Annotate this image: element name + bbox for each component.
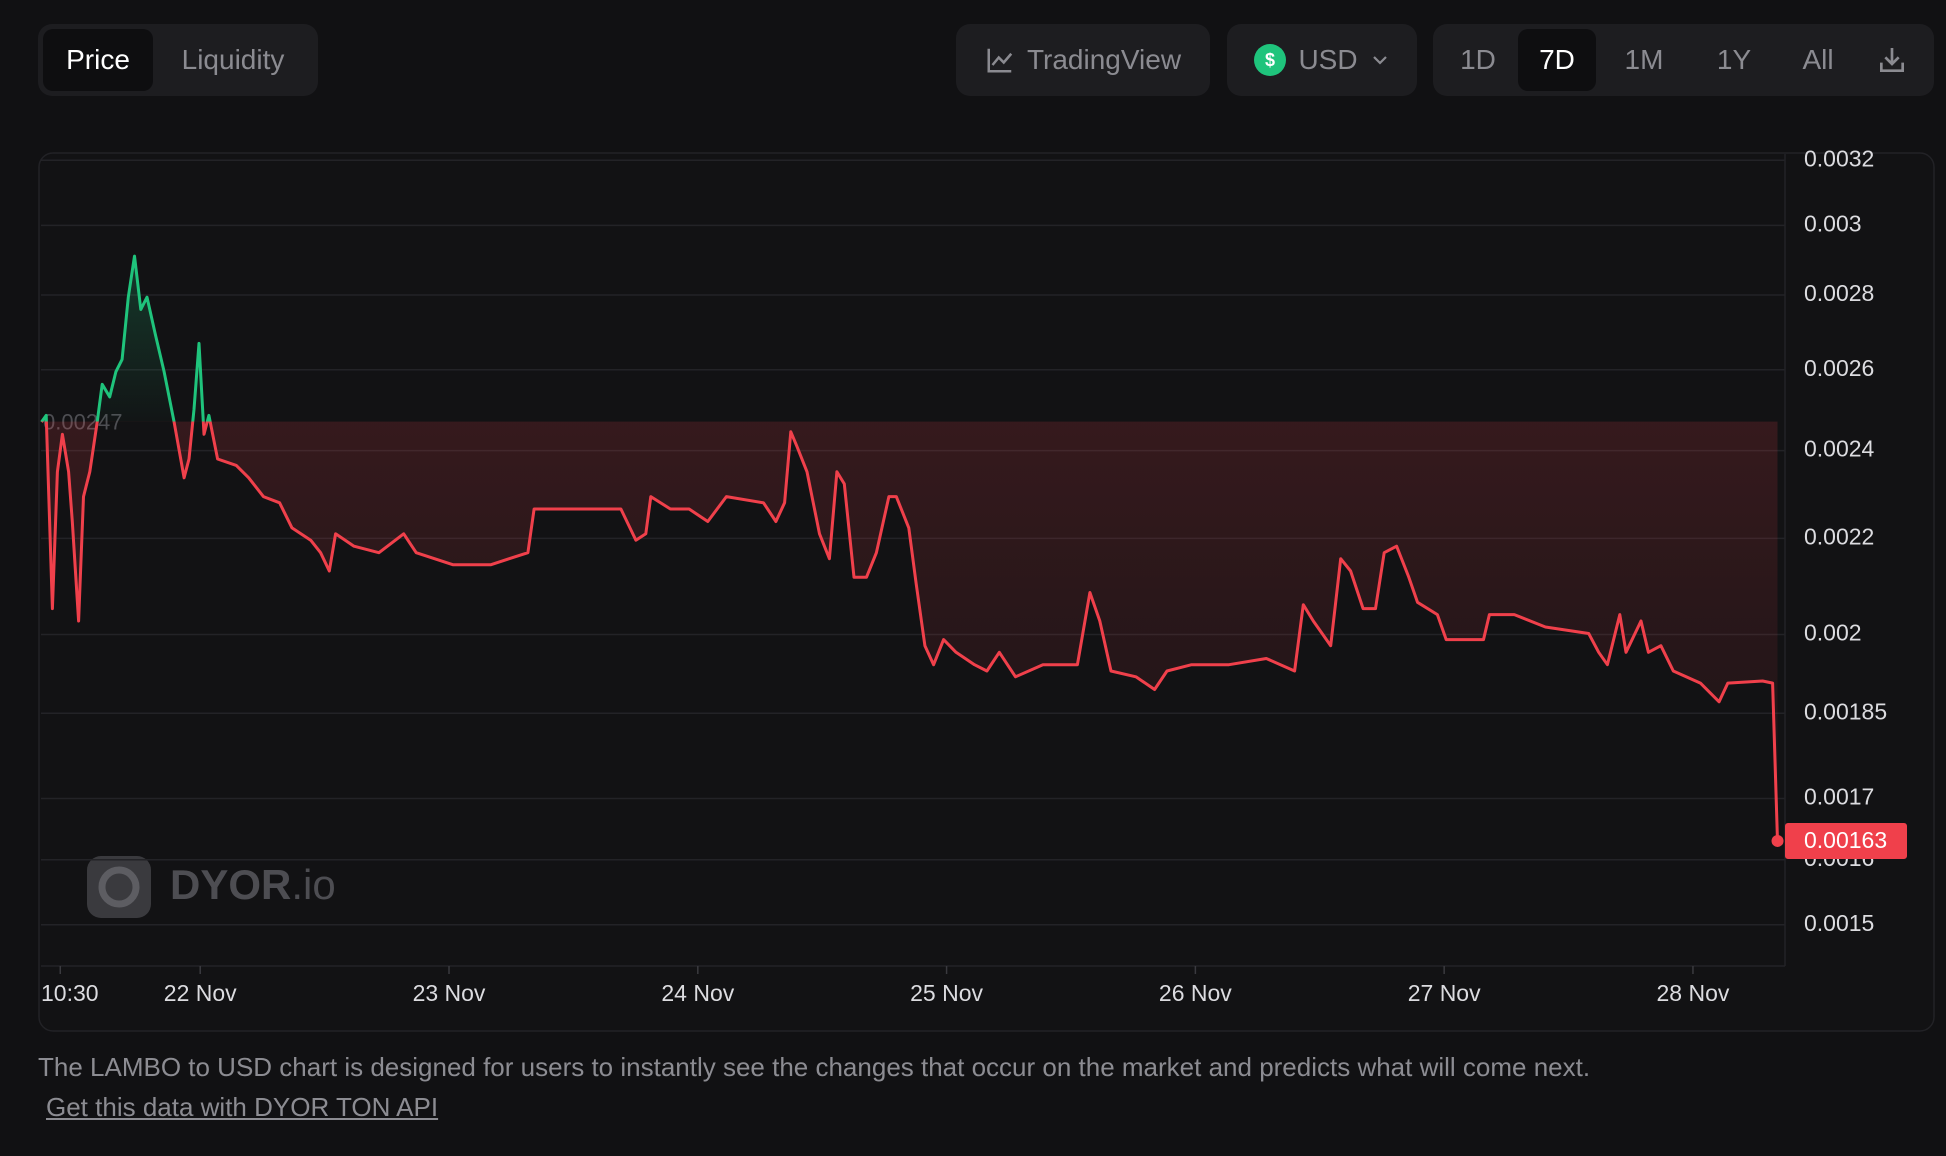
- period-button[interactable]: 1M: [1624, 44, 1664, 75]
- watermark: DYOR.io: [170, 861, 336, 908]
- tradingview-label: TradingView: [1026, 44, 1182, 75]
- y-tick-label: 0.003: [1804, 210, 1862, 236]
- x-tick-label: 10:30: [41, 980, 99, 1006]
- currency-label: USD: [1298, 44, 1358, 75]
- period-button[interactable]: All: [1802, 44, 1834, 75]
- watermark-logo-mark: [98, 866, 140, 908]
- currency-symbol: $: [1265, 50, 1275, 70]
- x-tick-label: 23 Nov: [413, 980, 486, 1006]
- y-tick-label: 0.0024: [1804, 436, 1875, 462]
- download-icon: [1880, 48, 1904, 72]
- period-group: 1D 7D 1M 1Y All: [1433, 24, 1934, 96]
- y-tick-label: 0.0015: [1804, 910, 1874, 936]
- currency-icon: $: [1254, 44, 1287, 76]
- currency-select[interactable]: $ USD: [1227, 24, 1417, 96]
- x-tick-label: 26 Nov: [1159, 980, 1232, 1006]
- area: [41, 256, 1778, 841]
- footer-description: The LAMBO to USD chart is designed for u…: [38, 1052, 1591, 1082]
- chart-icon: [987, 48, 1013, 73]
- watermark-brand: DYOR: [170, 861, 291, 908]
- x-tick-label: 28 Nov: [1657, 980, 1730, 1006]
- chevron: [1372, 56, 1387, 65]
- watermark-suffix: .io: [291, 861, 335, 908]
- download-button[interactable]: [1860, 29, 1924, 91]
- last-price-box: [1785, 822, 1907, 859]
- y-tick-label: 0.0032: [1804, 145, 1874, 171]
- x-tick-label: 24 Nov: [661, 980, 734, 1006]
- last-price-dot: [1771, 834, 1784, 847]
- y-tick-label: 0.0017: [1804, 784, 1874, 810]
- footer-link[interactable]: Get this data with DYOR TON API: [46, 1092, 439, 1122]
- tab-liquidity[interactable]: Liquidity: [181, 44, 285, 75]
- tab-price[interactable]: Price: [43, 29, 153, 91]
- x-tick-label: 27 Nov: [1408, 980, 1481, 1006]
- period-button[interactable]: 1Y: [1716, 44, 1752, 75]
- x-tick-label: 22 Nov: [164, 980, 237, 1006]
- y-tick-label: 0.0022: [1804, 523, 1874, 549]
- y-tick-label: 0.00185: [1804, 698, 1887, 724]
- period-button[interactable]: 1D: [1460, 44, 1496, 75]
- y-tick-label: 0.0026: [1804, 355, 1874, 381]
- tradingview-button[interactable]: TradingView: [956, 24, 1210, 96]
- y-tick-label: 0.0028: [1804, 280, 1874, 306]
- period-button[interactable]: 7D: [1518, 29, 1596, 91]
- price-line: [40, 254, 1779, 841]
- x-tick-label: 25 Nov: [910, 980, 983, 1006]
- last-price-label: 0.00163: [1804, 827, 1887, 853]
- tab-group: Price Liquidity: [38, 24, 318, 96]
- watermark-logo: [87, 856, 151, 918]
- y-tick-label: 0.002: [1804, 620, 1862, 646]
